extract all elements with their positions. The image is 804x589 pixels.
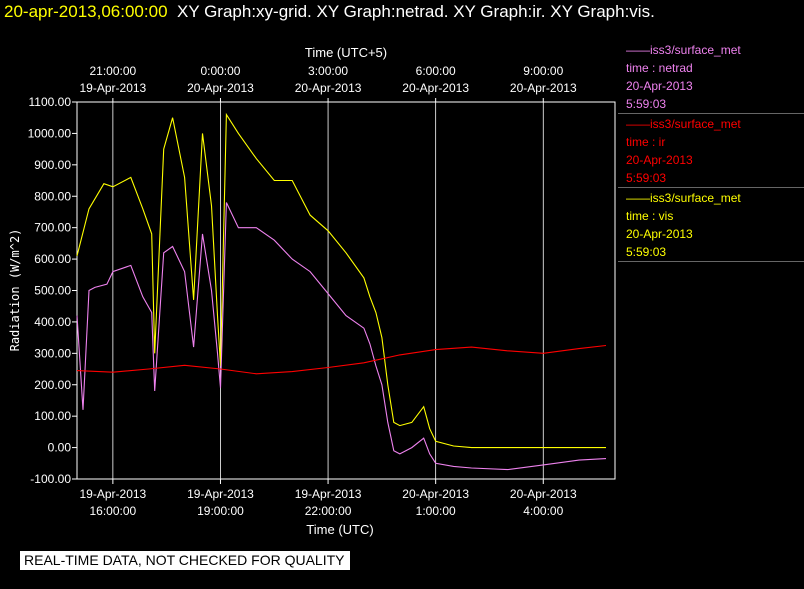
series-line-ir bbox=[76, 344, 607, 375]
x-tick-date: 19-Apr-2013 bbox=[295, 487, 362, 501]
x2-tick-time: 6:00:00 bbox=[416, 64, 456, 78]
legend-label: time : ir bbox=[626, 135, 666, 149]
y-tick-label: 600.00 bbox=[34, 252, 71, 266]
chart-header: 20-apr-2013,06:00:00 XY Graph:xy-grid. X… bbox=[4, 2, 655, 22]
x2-tick-time: 0:00:00 bbox=[200, 64, 240, 78]
y-axis: 1100.00 1000.00 900.00 800.00 700.00 600.00 50… bbox=[28, 95, 77, 486]
y-tick-label: 800.00 bbox=[34, 189, 71, 203]
y-tick-label: 1100.00 bbox=[29, 95, 72, 109]
x2-tick-time: 3:00:00 bbox=[308, 64, 348, 78]
x2-tick-date: 20-Apr-2013 bbox=[187, 81, 254, 95]
legend-time: 5:59:03 bbox=[626, 97, 667, 111]
grid-lines bbox=[112, 102, 544, 479]
x2-tick-date: 20-Apr-2013 bbox=[402, 81, 469, 95]
header-graph-list: XY Graph:xy-grid. XY Graph:netrad. XY Gr… bbox=[176, 2, 655, 21]
x-tick-time: 22:00:00 bbox=[305, 504, 352, 518]
x2-tick-date: 19-Apr-2013 bbox=[80, 81, 147, 95]
series-line-netrad bbox=[76, 202, 607, 471]
y-tick-label: 100.00 bbox=[34, 409, 71, 423]
x2-axis-label: Time (UTC+5) bbox=[305, 45, 387, 60]
x-tick-date: 20-Apr-2013 bbox=[402, 487, 469, 501]
series-line-vis bbox=[76, 112, 606, 449]
y-axis-label: Radiation (W/m^2) bbox=[8, 229, 22, 352]
y-tick-label: 0.00 bbox=[48, 441, 72, 455]
legend-date: 20-Apr-2013 bbox=[626, 153, 693, 167]
legend-time: 5:59:03 bbox=[626, 171, 667, 185]
x-tick-time: 4:00:00 bbox=[523, 504, 563, 518]
legend-name: ——iss3/surface_met bbox=[626, 117, 741, 131]
y-tick-label: 900.00 bbox=[34, 158, 71, 172]
y-tick-label: -100.00 bbox=[30, 472, 71, 486]
x-tick-date: 20-Apr-2013 bbox=[510, 487, 577, 501]
x2-tick-date: 20-Apr-2013 bbox=[295, 81, 362, 95]
legend-date: 20-Apr-2013 bbox=[626, 227, 693, 241]
quality-banner: REAL-TIME DATA, NOT CHECKED FOR QUALITY bbox=[20, 551, 351, 570]
x-tick-time: 1:00:00 bbox=[416, 504, 456, 518]
y-tick-label: 700.00 bbox=[34, 221, 71, 235]
y-tick-label: 300.00 bbox=[34, 346, 71, 360]
x2-tick-time: 21:00:00 bbox=[90, 64, 137, 78]
x-tick-time: 19:00:00 bbox=[197, 504, 244, 518]
y-tick-label: 500.00 bbox=[34, 284, 71, 298]
legend-name: ——iss3/surface_met bbox=[626, 191, 741, 205]
x-axis-label: Time (UTC) bbox=[306, 522, 373, 537]
y-tick-label: 400.00 bbox=[34, 315, 71, 329]
legend-label: time : netrad bbox=[626, 61, 693, 75]
legend-label: time : vis bbox=[626, 209, 674, 223]
x-axis-top: 21:00:00 19-Apr-2013 0:00:00 20-Apr-2013 3:0… bbox=[80, 64, 577, 102]
x-tick-date: 19-Apr-2013 bbox=[187, 487, 254, 501]
plot-area bbox=[76, 101, 616, 480]
y-tick-label: 1000.00 bbox=[28, 126, 72, 140]
x-tick-time: 16:00:00 bbox=[90, 504, 137, 518]
x2-tick-time: 9:00:00 bbox=[523, 64, 563, 78]
header-datetime: 20-apr-2013,06:00:00 bbox=[4, 2, 168, 21]
series-layer bbox=[76, 112, 607, 471]
legend-name: ——iss3/surface_met bbox=[626, 43, 741, 57]
x2-tick-date: 20-Apr-2013 bbox=[510, 81, 577, 95]
y-tick-label: 200.00 bbox=[34, 378, 71, 392]
legend-time: 5:59:03 bbox=[626, 245, 667, 259]
legend: ——iss3/surface_met time : netrad 20-Apr-20… bbox=[618, 40, 804, 262]
x-tick-date: 19-Apr-2013 bbox=[80, 487, 147, 501]
x-axis: 19-Apr-2013 16:00:00 19-Apr-2013 19:00:00 19… bbox=[80, 479, 577, 518]
legend-date: 20-Apr-2013 bbox=[626, 79, 693, 93]
